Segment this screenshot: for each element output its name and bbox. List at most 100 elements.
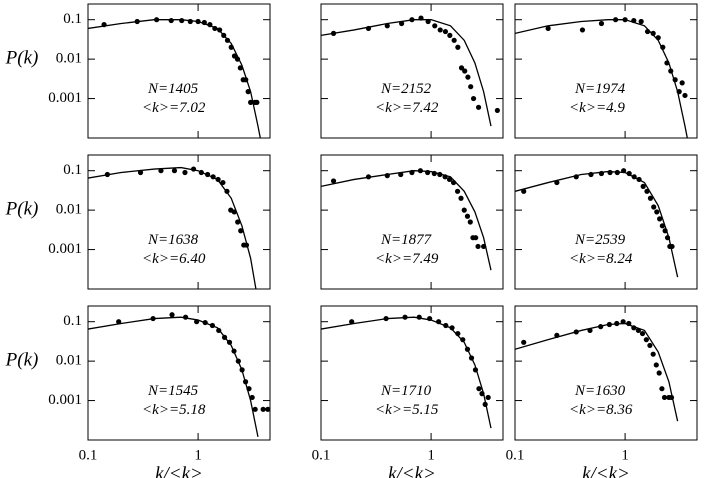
annotation: N=1974: [574, 81, 626, 97]
panel: 0.001 0.01 0.1 P(k) N=1405 <k>=7.02: [5, 3, 271, 139]
data-point: [643, 337, 649, 343]
data-point: [237, 65, 243, 71]
y-tick-label: 0.001: [48, 241, 82, 257]
annotation: N=2152: [380, 81, 432, 97]
y-tick-label: 0.01: [56, 353, 82, 369]
y-tick-label: 0.1: [63, 11, 82, 27]
data-point: [650, 30, 656, 36]
annotation: <k>=5.18: [142, 402, 206, 418]
data-point: [462, 68, 468, 74]
x-tick-label: 0.1: [312, 447, 331, 463]
panel: N=2152 <k>=7.42: [320, 3, 504, 139]
plot-area: [321, 168, 492, 271]
plot-frame: [514, 154, 698, 290]
data-point: [238, 228, 244, 234]
y-axis-label: P(k): [5, 47, 39, 68]
data-point: [455, 44, 461, 50]
annotation: N=1630: [574, 383, 626, 399]
data-point: [116, 319, 122, 325]
data-point: [447, 32, 453, 38]
data-point: [168, 17, 174, 24]
data-point: [432, 23, 438, 29]
data-point: [475, 243, 481, 250]
plot-area: [321, 314, 492, 429]
data-point: [679, 80, 685, 86]
fit-curve: [515, 170, 679, 278]
plot-area: [88, 312, 270, 438]
fit-curve: [88, 19, 261, 138]
data-point: [638, 18, 644, 25]
data-point: [461, 207, 467, 213]
y-tick-label: 0.01: [56, 202, 82, 218]
x-tick-label: 0.1: [79, 447, 98, 463]
data-point: [260, 406, 266, 412]
fit-curve: [88, 316, 259, 438]
data-point: [607, 169, 613, 176]
panel: 0.1 1k/<k> N=1710 <k>=5.15: [312, 305, 504, 478]
plot-area: [515, 319, 679, 422]
data-point: [657, 216, 663, 222]
data-point: [254, 99, 260, 105]
data-point: [659, 223, 665, 229]
plot-frame: [320, 305, 504, 441]
annotation: <k>=8.24: [569, 251, 633, 267]
plot-area: [515, 17, 688, 138]
y-tick-label: 0.001: [48, 90, 82, 106]
x-axis-label: k/<k>: [582, 463, 630, 478]
panel: 0.1 1 0.001 0.01 0.1 P(k) k/<k> N=1545 <k>=5.18: [5, 305, 271, 478]
data-point: [449, 325, 455, 331]
annotation: <k>=7.49: [375, 251, 439, 267]
data-point: [470, 95, 477, 102]
plot-frame: [514, 305, 698, 441]
data-point: [545, 25, 551, 32]
data-point: [220, 179, 226, 186]
data-point: [639, 330, 646, 337]
data-point: [442, 28, 449, 35]
plot-area: [88, 17, 261, 138]
annotation: N=1638: [147, 232, 199, 248]
data-point: [451, 37, 457, 43]
y-tick-label: 0.1: [63, 162, 82, 178]
data-point: [248, 99, 254, 105]
plot-area: [88, 166, 257, 289]
annotation: N=2539: [574, 232, 626, 248]
annotation: N=1405: [147, 81, 199, 97]
annotation: N=1710: [380, 383, 432, 399]
data-point: [494, 107, 500, 114]
x-tick-label: 1: [621, 447, 629, 463]
annotation: N=1545: [147, 383, 199, 399]
x-tick-label: 1: [427, 447, 435, 463]
data-point: [653, 362, 659, 368]
data-point: [330, 178, 337, 184]
fit-curve: [321, 170, 492, 271]
data-point: [476, 386, 482, 392]
data-point: [437, 27, 443, 33]
panel: N=1974 <k>=4.9: [514, 3, 698, 139]
data-point: [245, 89, 251, 95]
data-point: [265, 406, 270, 412]
data-point: [468, 84, 474, 90]
data-point: [647, 195, 654, 201]
data-point: [235, 219, 241, 225]
fit-curve: [515, 19, 688, 138]
data-point: [384, 23, 390, 29]
annotation: N=1877: [380, 232, 433, 248]
fit-curve: [321, 19, 492, 127]
data-point: [475, 104, 482, 110]
annotation: <k>=8.36: [569, 402, 633, 418]
annotation: <k>=6.40: [142, 251, 206, 267]
annotation: <k>=5.15: [375, 402, 439, 418]
data-point: [460, 337, 466, 343]
data-point: [640, 183, 646, 189]
panel: 0.001 0.01 0.1 P(k) N=1638 <k>=6.40: [5, 154, 271, 290]
data-point: [249, 394, 255, 401]
y-tick-label: 0.1: [63, 313, 82, 329]
x-tick-label: 0.1: [506, 447, 525, 463]
data-point: [661, 394, 668, 401]
data-point: [458, 195, 464, 201]
panel: N=1877 <k>=7.49: [320, 154, 504, 290]
plot-area: [321, 15, 500, 127]
plot-frame: [320, 3, 504, 139]
plot-frame: [87, 305, 271, 441]
data-point: [446, 176, 453, 183]
